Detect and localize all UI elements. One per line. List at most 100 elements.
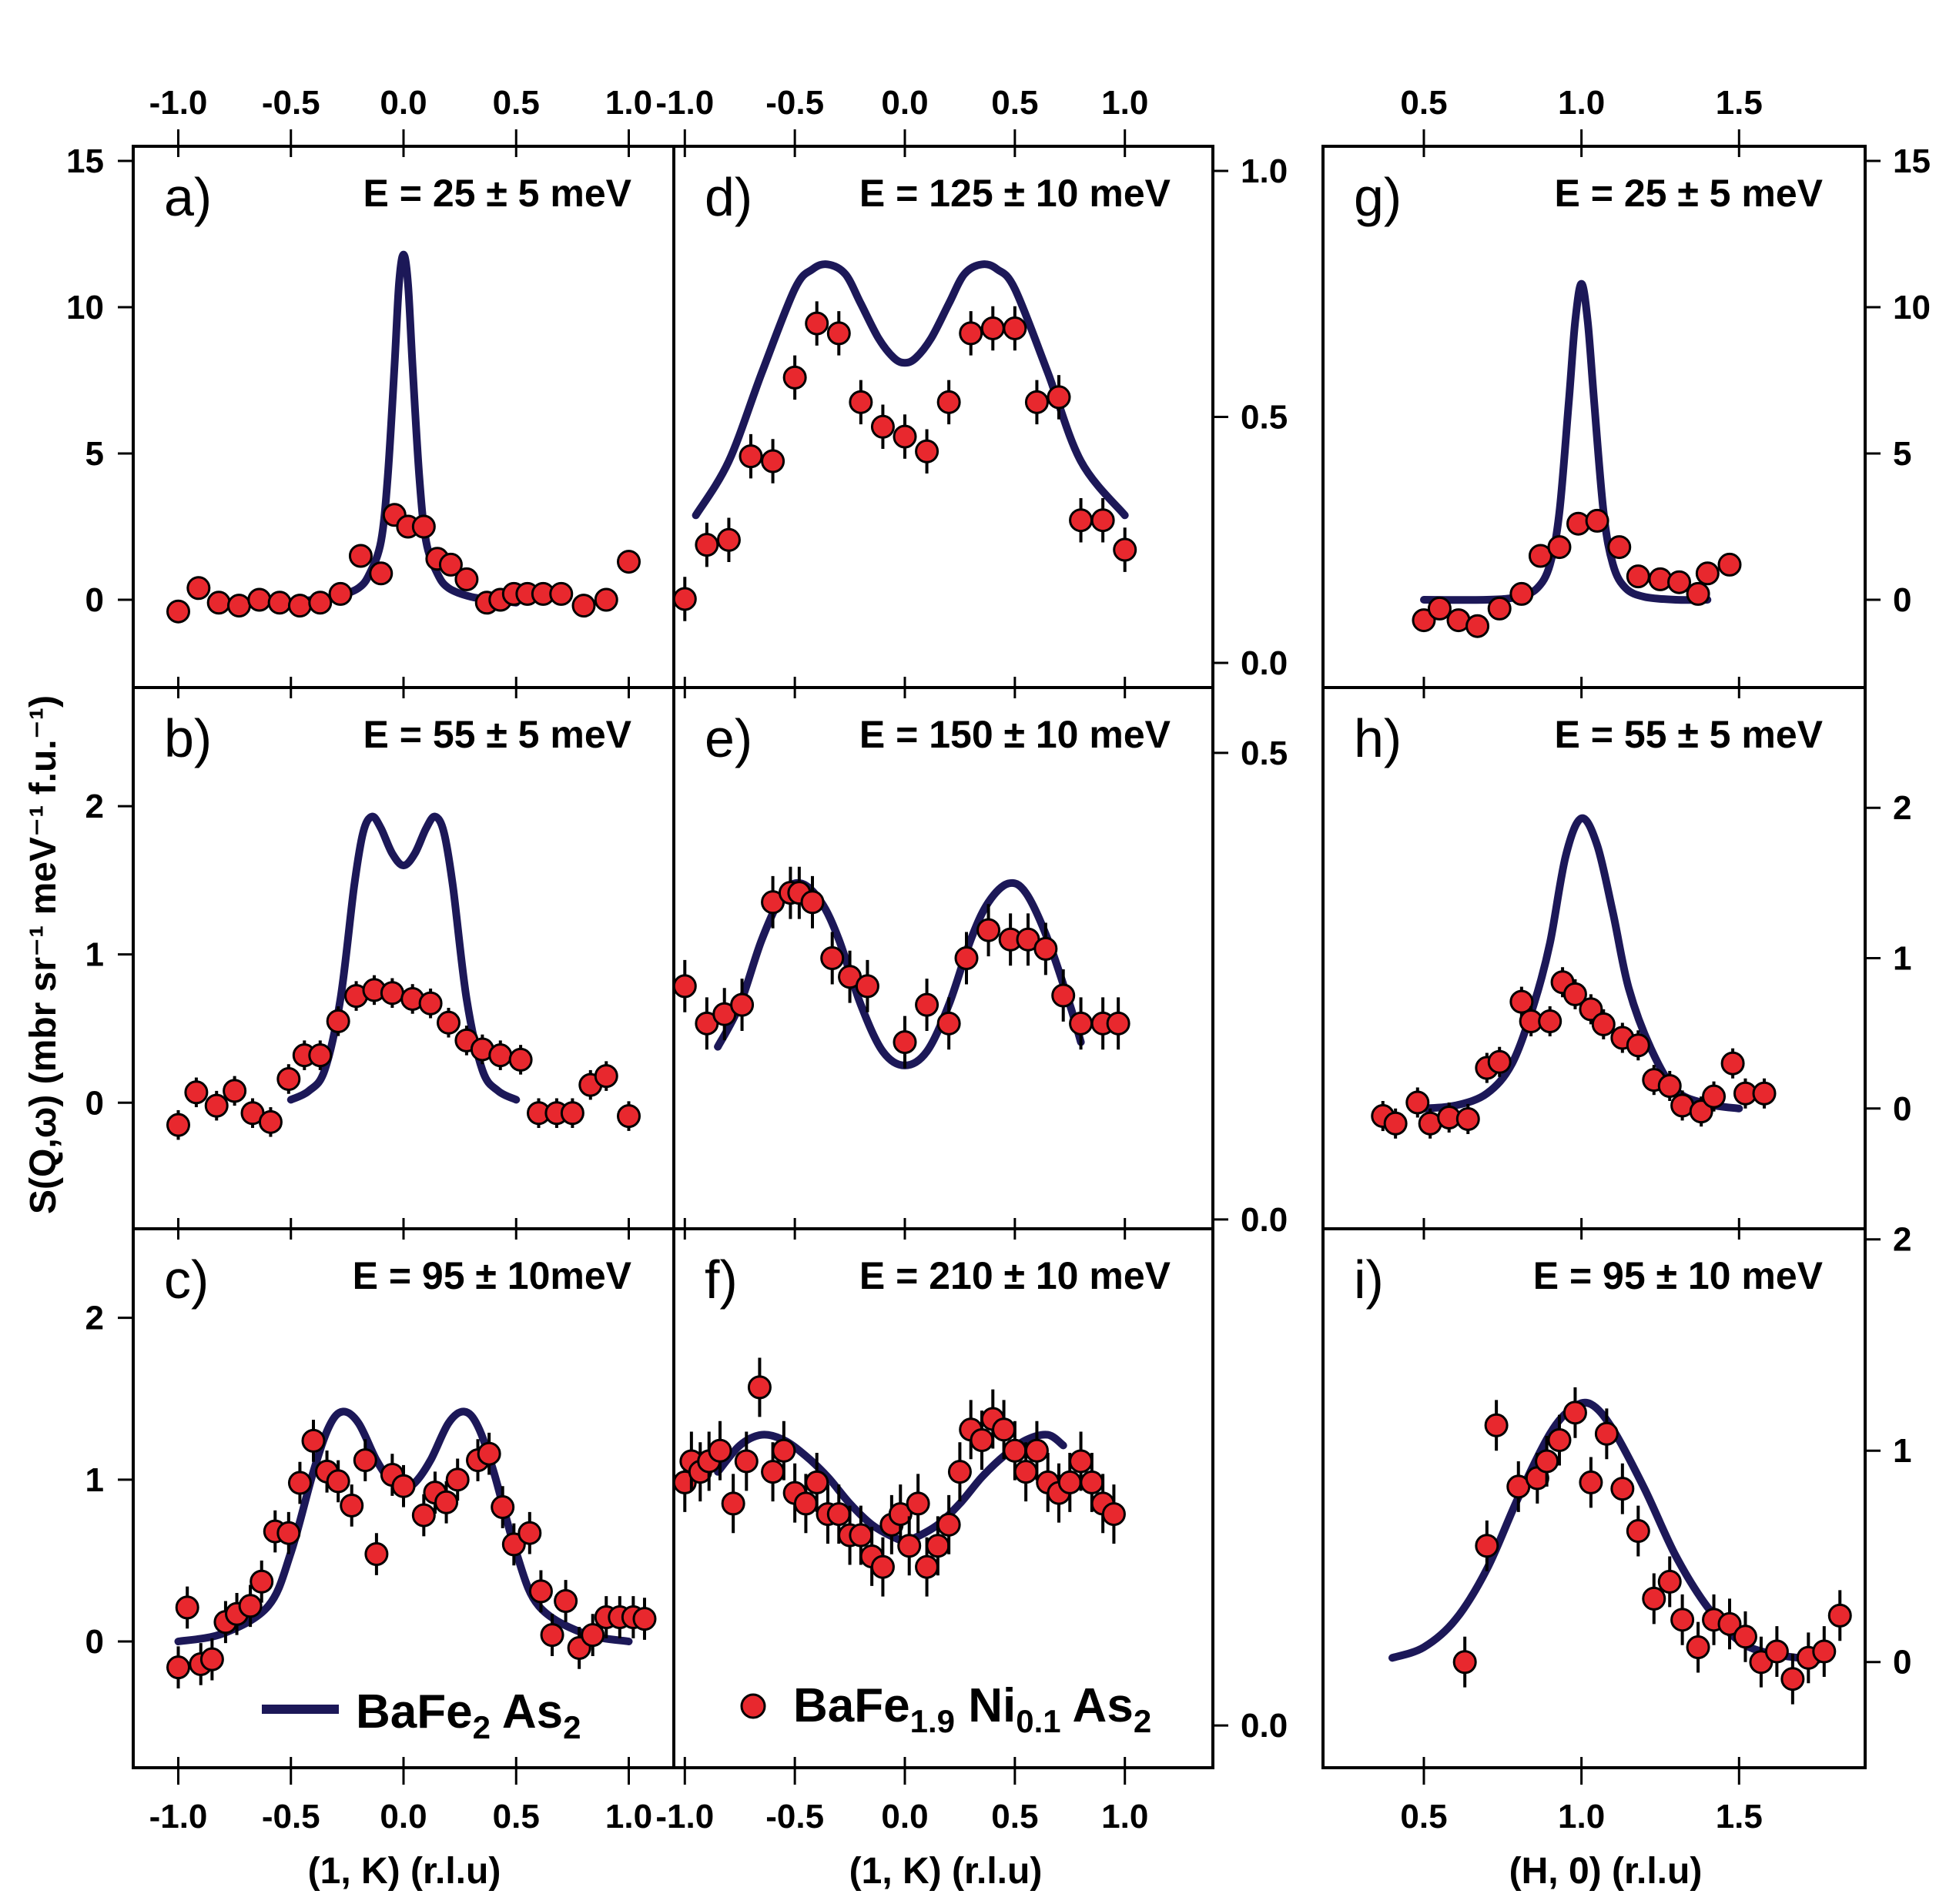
panel-i: 0.5 1.0 1.5 0 1 2 i) E = 95 ± 10 meV — [1321, 1221, 1911, 1835]
panel-b-data-point — [166, 1113, 190, 1137]
panel-h-data-point — [1487, 1049, 1512, 1074]
panel-f-xtick-label: -1.0 — [655, 1798, 714, 1835]
panel-e-data-point — [954, 946, 979, 970]
panel-f-data-point — [1024, 1438, 1049, 1463]
panel-h-data-point — [1657, 1073, 1682, 1098]
panel-a-data-point — [247, 587, 272, 612]
panel-i-ytick-label: 2 — [1893, 1221, 1911, 1259]
panel-c-data-point — [528, 1579, 553, 1604]
y-axis-label: S(Q,ω) (mbr sr⁻¹ meV⁻¹ f.u.⁻¹) — [23, 695, 64, 1214]
panel-d-data-point — [893, 424, 917, 449]
panel-g-ytick-label: 15 — [1893, 142, 1931, 180]
panel-i-data-point — [1827, 1603, 1852, 1628]
panel-c-ytick-label: 0 — [85, 1623, 104, 1661]
panel-g-xtick-label: 1.5 — [1716, 84, 1763, 122]
panel-a-data-point — [438, 552, 463, 577]
panel-e-data-point — [820, 946, 845, 970]
panel-h-data-point — [1383, 1111, 1408, 1136]
panel-i-xtick-label: 0.5 — [1400, 1798, 1447, 1835]
panel-c-data-point — [501, 1532, 526, 1557]
panel-c-plot-area — [166, 1407, 657, 1688]
legend-line-label: BaFe2 As2 — [356, 1685, 581, 1745]
panel-c-data-point — [517, 1521, 542, 1545]
legend: BaFe2 As2 BaFe1.9 Ni0.1 As2 — [262, 1679, 1151, 1745]
panel-e-data-point — [674, 974, 697, 999]
panel-b-data-point — [276, 1066, 301, 1091]
panel-b-data-point — [258, 1109, 283, 1134]
panel-d-data-point — [980, 316, 1005, 340]
panel-h-ytick-label: 0 — [1893, 1090, 1911, 1128]
panel-c-data-point — [391, 1474, 416, 1498]
panel-g-data-point — [1607, 535, 1632, 560]
panel-h-ytick-label: 1 — [1893, 940, 1911, 978]
panel-c-xtick-label: -0.5 — [262, 1798, 320, 1835]
panel-f-data-point — [906, 1491, 930, 1516]
panel-b-title: E = 55 ± 5 meV — [363, 713, 632, 756]
panel-c-data-point — [491, 1495, 515, 1520]
panel-a-title: E = 25 ± 5 meV — [363, 172, 632, 215]
panel-g-data-point — [1717, 552, 1742, 577]
panel-g-ytick-label: 5 — [1893, 435, 1911, 473]
panel-g-title: E = 25 ± 5 meV — [1555, 172, 1824, 215]
panel-a-data-point — [617, 550, 641, 574]
panel-d-data-point — [1024, 390, 1049, 414]
panel-d-xtick-label: -0.5 — [765, 84, 824, 122]
panel-d-fit-line — [692, 260, 1129, 520]
panel-d-frame — [672, 145, 1214, 689]
panel-e-data-point — [915, 992, 940, 1017]
panel-a-data-point — [549, 581, 574, 606]
panel-i-data-point — [1579, 1470, 1603, 1494]
panel-f-data-point — [936, 1512, 961, 1537]
panel-c-data-point — [411, 1503, 436, 1528]
panel-d-data-point — [959, 321, 983, 346]
panel-d-data-point — [782, 365, 807, 390]
panel-h-data-point — [1591, 1012, 1616, 1036]
panel-f-data-point — [897, 1534, 922, 1558]
legend-marker-label: BaFe1.9 Ni0.1 As2 — [793, 1679, 1151, 1739]
panel-b-ytick-label: 2 — [85, 788, 104, 825]
panel-a-data-point — [594, 587, 618, 612]
panel-d-label: d) — [705, 167, 752, 227]
panel-c-data-point — [581, 1623, 605, 1648]
panel-g-xtick-label: 1.0 — [1558, 84, 1605, 122]
panel-i-title: E = 95 ± 10 meV — [1533, 1254, 1824, 1297]
panel-f-frame — [672, 1227, 1214, 1769]
panel-f-data-point — [915, 1554, 940, 1579]
panel-e-plot-area — [674, 866, 1130, 1069]
panel-b-data-point — [418, 991, 443, 1016]
x-axis-label-middle: (1, K) (r.l.u) — [849, 1851, 1043, 1892]
panel-c-data-point — [238, 1594, 263, 1618]
panel-b-data-point — [184, 1080, 209, 1105]
panel-a-data-point — [454, 567, 479, 591]
panel-d-data-point — [761, 449, 785, 473]
panel-i-xtick-label: 1.5 — [1716, 1798, 1763, 1835]
panel-c-data-point — [554, 1588, 578, 1613]
panel-g: 0.5 1.0 1.5 0 5 10 15 g) E = 25 ± 5 meV — [1321, 84, 1931, 689]
panel-b-ytick-label: 1 — [85, 936, 104, 974]
panel-g-data-point — [1667, 570, 1692, 594]
panel-d-data-point — [674, 587, 697, 611]
panel-d-data-point — [805, 311, 829, 336]
panel-h-data-point — [1702, 1084, 1727, 1109]
panel-d-data-point — [826, 321, 851, 346]
panel-a-data-point — [166, 599, 190, 624]
panel-e-title: E = 150 ± 10 meV — [859, 713, 1171, 756]
panel-i-data-point — [1475, 1534, 1499, 1558]
panel-f-data-point — [1080, 1470, 1104, 1494]
panel-e-data-point — [730, 992, 755, 1017]
panel-i-label: i) — [1354, 1250, 1384, 1310]
panel-h-data-point — [1579, 997, 1603, 1022]
panel-i-plot-area — [1388, 1387, 1852, 1705]
panel-f-label: f) — [705, 1250, 738, 1310]
panel-g-fit-line — [1420, 279, 1712, 604]
panel-e-data-point — [855, 974, 879, 999]
panel-b-label: b) — [164, 708, 212, 768]
panel-b-frame — [132, 686, 675, 1230]
panel-g-ytick-label: 0 — [1893, 581, 1911, 619]
panel-b-data-point — [560, 1101, 584, 1126]
x-axis-label-right: (H, 0) (r.l.u) — [1509, 1851, 1703, 1892]
panel-b-data-point — [204, 1093, 229, 1118]
panel-d-data-point — [716, 527, 741, 552]
panel-a-ytick-label: 0 — [85, 581, 104, 619]
panel-g-plot-area — [1412, 279, 1742, 638]
